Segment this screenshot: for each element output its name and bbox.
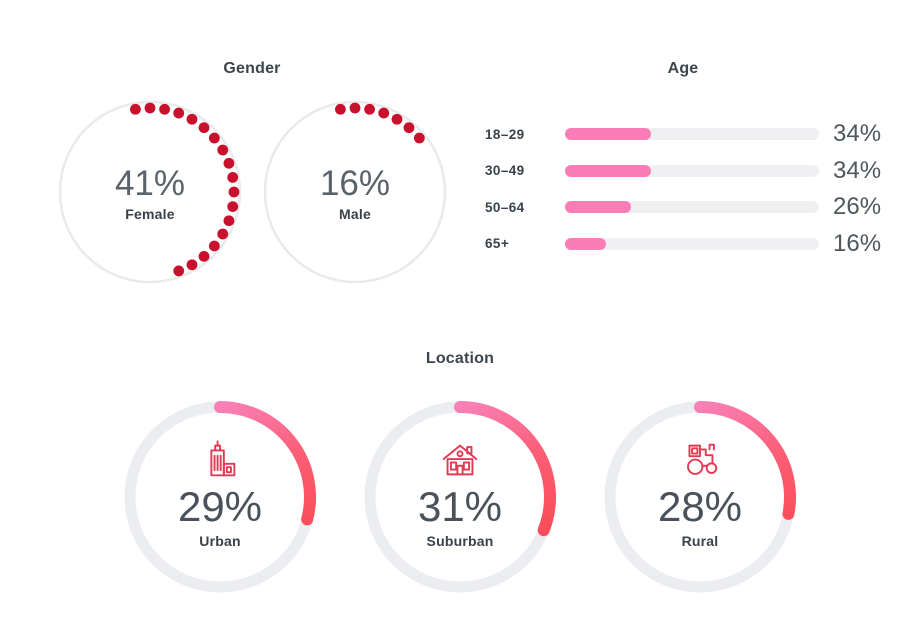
age-bar-fill [565, 128, 652, 141]
male-dot-arc [335, 102, 425, 144]
female-dot-arc [130, 102, 240, 277]
age-bar-fill [565, 164, 652, 177]
age-category-label: 18–29 [485, 126, 525, 142]
suburban-percent-value: 31% [417, 483, 503, 531]
percent-dot [130, 103, 141, 115]
percent-dot [208, 240, 220, 252]
age-value: 16% [833, 229, 882, 257]
female-label: Female [125, 205, 175, 222]
age-bar-chart: 18–29 34% 30–49 34% 50–64 26% 65+ 16 [485, 116, 905, 262]
percent-dot [217, 228, 229, 240]
percent-dot [186, 113, 198, 125]
female-donut-center: 41% Female [50, 94, 250, 294]
city-icon [197, 437, 243, 483]
urban-ring-svg [124, 401, 316, 593]
female-donut-svg [58, 100, 242, 284]
age-row: 30–49 34% [485, 153, 905, 190]
male-percent-value: 16% [319, 164, 391, 204]
suburban-label: Suburban [426, 532, 494, 549]
percent-dot [223, 215, 235, 227]
age-row: 50–64 26% [485, 189, 905, 226]
percent-dot [227, 201, 239, 212]
gender-section-title: Gender [223, 60, 281, 77]
location-rural-ring: 28% Rural [604, 401, 796, 593]
urban-percent-value: 29% [177, 483, 263, 531]
age-bar-track [565, 237, 819, 250]
male-donut-svg [263, 100, 447, 284]
percent-dot [186, 259, 198, 271]
percent-dot [198, 250, 210, 262]
percent-dot [227, 172, 239, 183]
ring-progress-arc [214, 401, 316, 526]
male-donut-center: 16% Male [255, 94, 455, 294]
age-bar-fill [565, 201, 632, 214]
age-category-label: 50–64 [485, 199, 525, 215]
urban-ring-center: 29% Urban [124, 397, 316, 589]
age-bar-track [565, 201, 819, 214]
age-section-title: Age [667, 60, 699, 77]
age-value: 34% [833, 120, 882, 148]
gender-male-donut: 16% Male [255, 92, 455, 292]
age-bar-fill [565, 237, 606, 250]
male-label: Male [339, 205, 371, 222]
ring-progress-arc [694, 401, 796, 520]
location-suburban-ring: 31% Suburban [364, 401, 556, 593]
rural-ring-svg [604, 401, 796, 593]
age-bar-track [565, 164, 819, 177]
percent-dot [223, 157, 235, 169]
age-value: 26% [833, 193, 882, 221]
female-percent-value: 41% [114, 164, 186, 204]
age-value: 34% [833, 156, 882, 184]
suburban-ring-svg [364, 401, 556, 593]
donut-outline-circle [58, 100, 242, 284]
donut-outline-circle [263, 100, 447, 284]
suburban-ring-center: 31% Suburban [364, 397, 556, 589]
house-icon [437, 437, 483, 483]
percent-dot [173, 107, 185, 119]
age-row: 65+ 16% [485, 226, 905, 263]
percent-dot [173, 265, 185, 277]
percent-dot [198, 122, 210, 134]
location-urban-ring: 29% Urban [124, 401, 316, 593]
percent-dot [403, 122, 415, 134]
rural-label: Rural [681, 532, 719, 549]
rural-percent-value: 28% [657, 483, 743, 531]
age-category-label: 30–49 [485, 163, 525, 179]
percent-dot [413, 132, 425, 144]
percent-dot [349, 102, 361, 114]
gender-female-donut: 41% Female [50, 92, 250, 292]
percent-dot [208, 132, 220, 144]
age-bar-track [565, 128, 819, 141]
percent-dot [364, 103, 375, 115]
percent-dot [228, 186, 240, 198]
percent-dot [159, 103, 170, 115]
percent-dot [391, 113, 403, 125]
percent-dot [378, 107, 390, 119]
tractor-icon [677, 437, 723, 483]
urban-label: Urban [199, 532, 241, 549]
rural-ring-center: 28% Rural [604, 397, 796, 589]
percent-dot [217, 144, 229, 156]
percent-dot [144, 102, 156, 114]
age-row: 18–29 34% [485, 116, 905, 153]
ring-progress-arc [454, 401, 556, 537]
location-section-title: Location [425, 350, 495, 367]
percent-dot [335, 103, 346, 115]
age-category-label: 65+ [485, 236, 510, 252]
